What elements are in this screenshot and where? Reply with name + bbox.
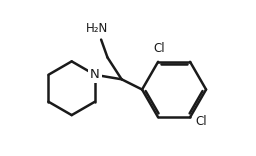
Text: H₂N: H₂N	[86, 22, 108, 35]
Text: Cl: Cl	[154, 42, 165, 55]
Text: N: N	[90, 68, 100, 81]
Text: Cl: Cl	[196, 115, 207, 128]
